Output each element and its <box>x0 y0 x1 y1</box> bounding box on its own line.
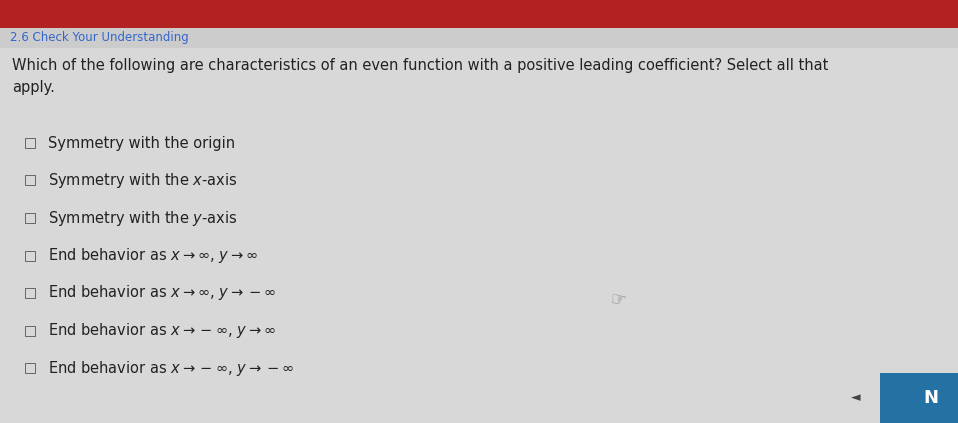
Text: 2.6 Check Your Understanding: 2.6 Check Your Understanding <box>10 31 189 44</box>
Text: Symmetry with the $x$-axis: Symmetry with the $x$-axis <box>48 171 238 190</box>
Text: N: N <box>924 389 938 407</box>
Text: ◄: ◄ <box>852 392 861 404</box>
Text: apply.: apply. <box>12 80 56 95</box>
Text: End behavior as $x \rightarrow -\infty$, $y \rightarrow -\infty$: End behavior as $x \rightarrow -\infty$,… <box>48 359 294 377</box>
Text: Which of the following are characteristics of an even function with a positive l: Which of the following are characteristi… <box>12 58 829 73</box>
Text: End behavior as $x \rightarrow \infty$, $y \rightarrow -\infty$: End behavior as $x \rightarrow \infty$, … <box>48 283 276 302</box>
Text: End behavior as $x \rightarrow -\infty$, $y \rightarrow \infty$: End behavior as $x \rightarrow -\infty$,… <box>48 321 276 340</box>
Text: ☞: ☞ <box>608 290 627 310</box>
Text: Symmetry with the origin: Symmetry with the origin <box>48 135 235 151</box>
Text: End behavior as $x \rightarrow \infty$, $y \rightarrow \infty$: End behavior as $x \rightarrow \infty$, … <box>48 246 258 265</box>
Text: Symmetry with the $y$-axis: Symmetry with the $y$-axis <box>48 209 238 228</box>
